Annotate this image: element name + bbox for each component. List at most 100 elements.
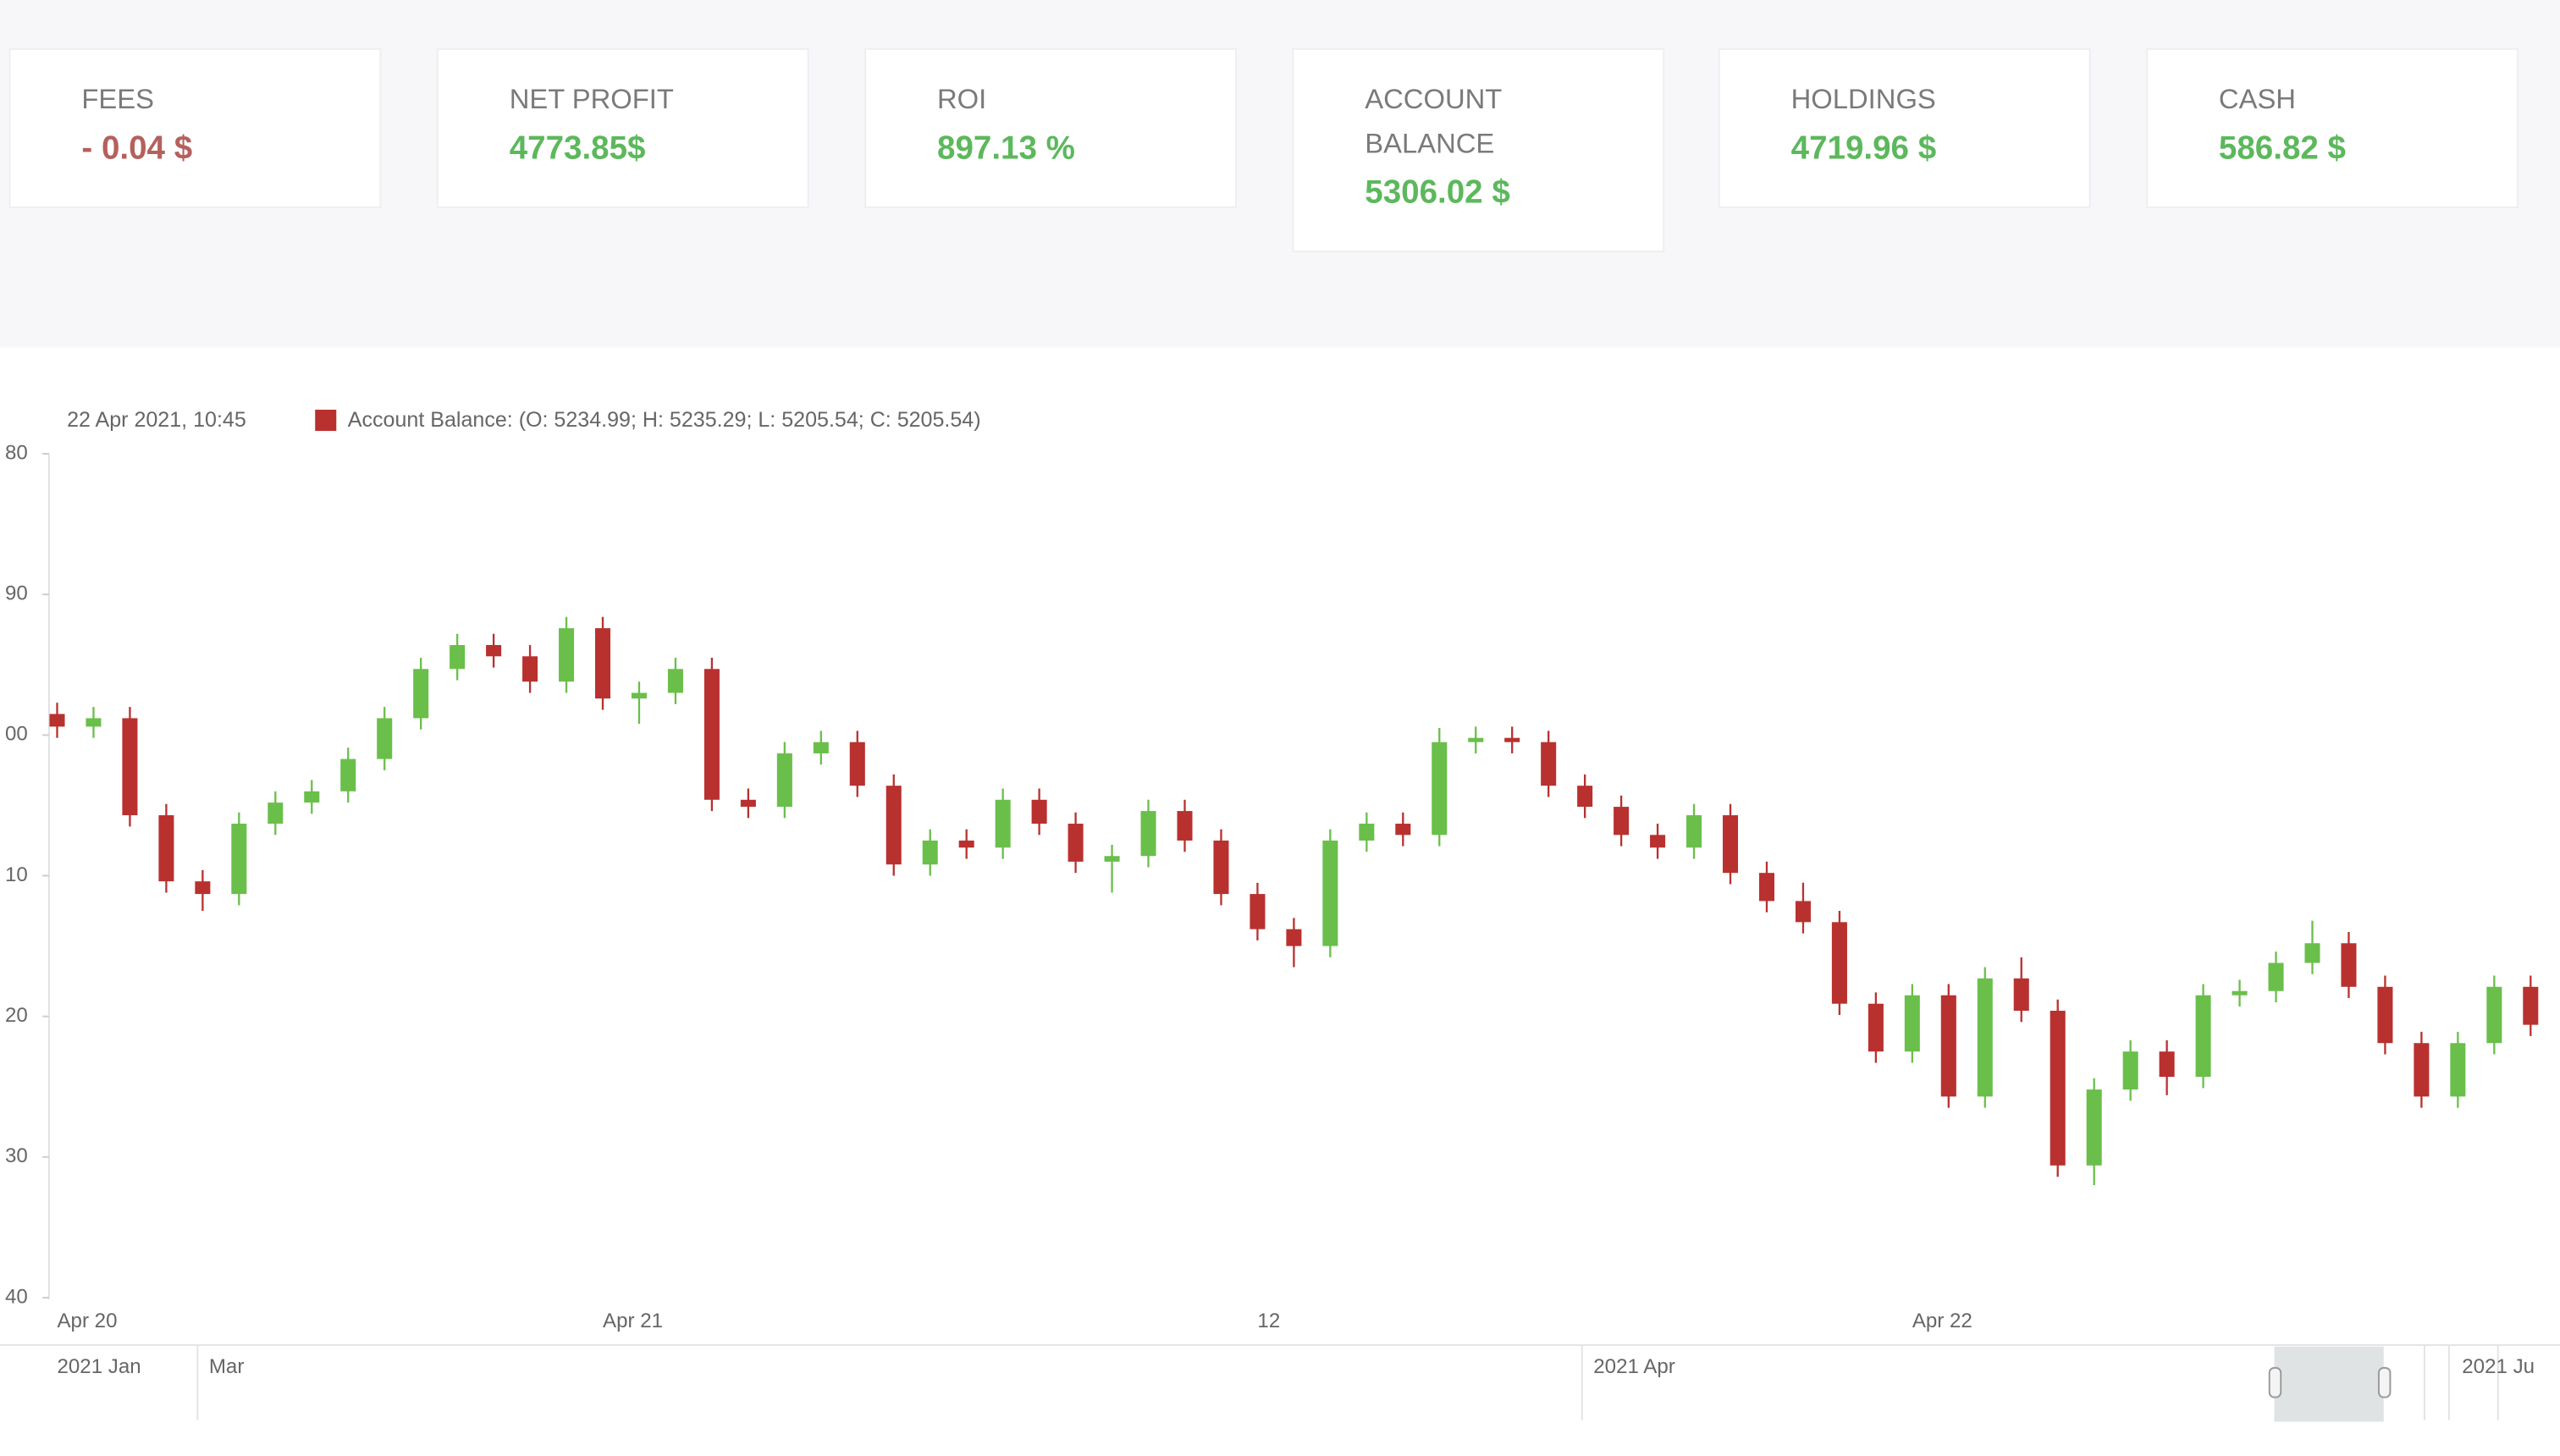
candle-body	[1795, 901, 1811, 923]
candle-body	[1213, 840, 1229, 895]
candle-body	[2523, 986, 2539, 1025]
x-tick-label: Apr 21	[603, 1310, 663, 1332]
candle-body	[703, 669, 720, 800]
candle-body	[2050, 1011, 2066, 1166]
candle-body	[413, 669, 429, 719]
card	[1718, 47, 2091, 208]
candle-body	[1068, 824, 1084, 862]
y-tick-label: 90	[5, 582, 28, 605]
card	[1292, 47, 1665, 252]
navigator-label: Mar	[209, 1355, 245, 1378]
candle-body	[2486, 986, 2502, 1044]
tooltip-swatch	[315, 409, 337, 432]
candle-body	[1140, 811, 1156, 857]
candle-body	[304, 791, 320, 803]
card-label: BALANCE	[1365, 127, 1494, 158]
candle-body	[1468, 737, 1484, 742]
candle-body	[2414, 1043, 2430, 1097]
candle-body	[813, 742, 829, 753]
candle-body	[195, 881, 211, 895]
candle-body	[995, 799, 1011, 848]
navigator-label: 2021 Ju	[2462, 1355, 2535, 1378]
candle-body	[1904, 995, 1920, 1052]
candle-body	[1650, 835, 1666, 848]
candle-body	[849, 742, 865, 786]
tooltip-date: 22 Apr 2021, 10:45	[67, 408, 246, 432]
candle-body	[2013, 978, 2029, 1012]
card-value: 586.82 $	[2219, 130, 2346, 167]
candle-body	[522, 656, 538, 682]
navigator-label: 2021 Jan	[58, 1355, 141, 1378]
candle-body	[1614, 807, 1630, 836]
candle-body	[1177, 811, 1193, 841]
card-label: HOLDINGS	[1791, 83, 1936, 114]
cards: FEES - 0.04 $ NET PROFIT 4773.85$ ROI 897.13 …	[8, 47, 2519, 252]
card-value: - 0.04 $	[81, 130, 192, 167]
candle-body	[1940, 995, 1956, 1097]
navigator-selection[interactable]	[2274, 1346, 2384, 1422]
navigator-handle[interactable]	[2268, 1366, 2282, 1398]
y-tick-label: 30	[5, 1144, 28, 1167]
candle-body	[2268, 962, 2284, 991]
x-tick-label: 12	[1257, 1310, 1280, 1332]
candle-body	[958, 840, 974, 848]
candle-body	[268, 802, 284, 825]
candle-body	[340, 758, 356, 791]
navigator-handle[interactable]	[2377, 1366, 2392, 1398]
candle-body	[1250, 894, 1266, 929]
y-tick-label: 40	[5, 1285, 28, 1308]
candle-body	[922, 840, 938, 865]
candle-body	[594, 628, 611, 699]
candle-body	[1577, 786, 1593, 808]
candle-body	[1504, 737, 1520, 742]
candle-body	[2304, 943, 2320, 963]
card-label: ROI	[937, 83, 986, 114]
candle-body	[2377, 986, 2393, 1044]
card-label: ACCOUNT	[1365, 83, 1502, 114]
candle-body	[86, 718, 102, 727]
candle-body	[1322, 840, 1338, 946]
card-value: 4773.85$	[510, 130, 646, 167]
card-label: NET PROFIT	[510, 83, 674, 114]
candle-body	[667, 669, 683, 693]
chart: 22 Apr 2021, 10:45 Account Balance: (O: …	[0, 408, 2560, 1346]
candle-body	[1286, 929, 1302, 946]
candle-body	[450, 645, 466, 670]
card	[2146, 47, 2519, 208]
candle-body	[486, 645, 502, 657]
candle-body	[1104, 856, 1120, 862]
candle-body	[377, 718, 393, 759]
candle-body	[2122, 1051, 2138, 1090]
x-tick-label: Apr 22	[1912, 1310, 1972, 1332]
navigator: 2021 Jan Mar 2021 Apr 2021 Ju	[58, 1344, 2535, 1422]
candle-body	[1831, 922, 1847, 1004]
candle-body	[1686, 815, 1702, 848]
candle-body	[2195, 995, 2211, 1078]
candle-body	[2159, 1051, 2175, 1078]
card	[436, 47, 809, 208]
candle-body	[1722, 815, 1739, 874]
candle-body	[1031, 799, 1047, 825]
card-value: 5306.02 $	[1365, 174, 1510, 211]
card-label: FEES	[81, 83, 154, 114]
candle-body	[2341, 943, 2357, 987]
candle-body	[2086, 1089, 2102, 1166]
y-tick-label: 10	[5, 863, 28, 886]
card-value: 4719.96 $	[1791, 130, 1937, 167]
candle-body	[231, 824, 247, 895]
candle-body	[122, 718, 138, 816]
card	[864, 47, 1237, 208]
candle-body	[1395, 824, 1411, 836]
card-value: 897.13 %	[937, 130, 1075, 167]
candle-body	[1432, 742, 1448, 836]
candle-body	[2450, 1043, 2466, 1097]
candle-body	[1977, 978, 1993, 1097]
y-tick-label: 20	[5, 1004, 28, 1027]
y-tick-label: 00	[5, 723, 28, 746]
candle-body	[559, 628, 575, 682]
candle-body	[740, 799, 756, 808]
candle-body	[158, 815, 174, 882]
x-tick-label: Apr 20	[58, 1310, 118, 1332]
